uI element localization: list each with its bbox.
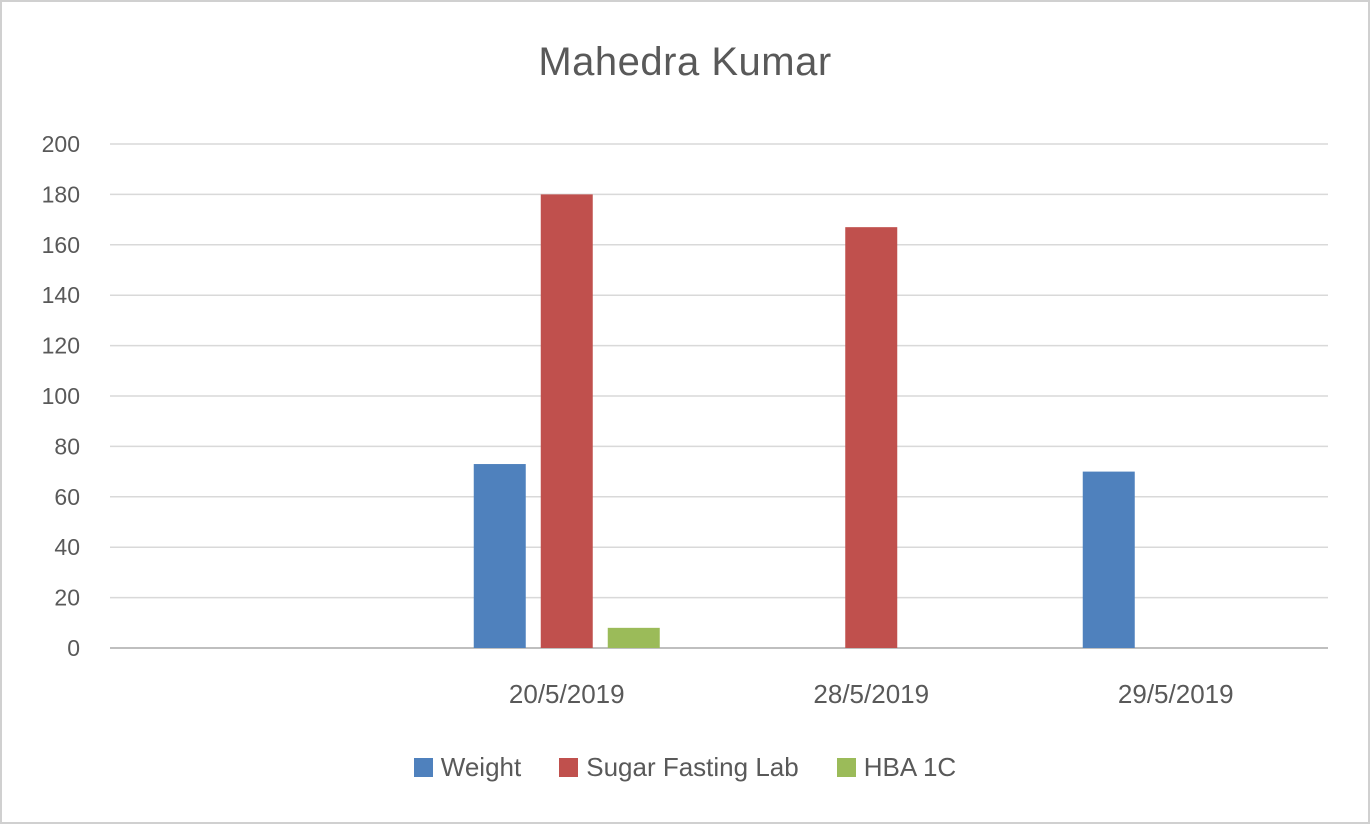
y-tick-label: 180 [42, 181, 80, 207]
gridlines [110, 143, 1328, 649]
x-tick-label: 29/5/2019 [1118, 679, 1234, 709]
bar-weight [473, 464, 526, 648]
y-tick-label: 0 [67, 635, 80, 661]
y-tick-label: 140 [42, 282, 80, 308]
legend: Weight Sugar Fasting Lab HBA 1C [2, 752, 1368, 783]
legend-swatch [413, 758, 433, 777]
legend-label: Weight [440, 752, 522, 782]
y-tick-label: 40 [54, 534, 80, 560]
y-tick-label: 160 [42, 232, 80, 258]
bar-sugar-fasting-lab [845, 227, 898, 648]
legend-item: Sugar Fasting Lab [559, 752, 799, 783]
y-tick-label: 80 [54, 433, 80, 459]
bar-weight [1082, 471, 1135, 648]
y-tick-label: 20 [54, 585, 80, 611]
plot-area: 0 20 40 60 80 100 120 140 160 180 200 20/5/2019 28/… [42, 131, 1328, 709]
legend-label: Sugar Fasting Lab [586, 752, 799, 782]
y-tick-label: 60 [54, 484, 80, 510]
legend-item: HBA 1C [836, 752, 957, 783]
bars [473, 194, 1135, 648]
legend-label: HBA 1C [863, 752, 957, 782]
bar-sugar-fasting-lab [540, 194, 593, 648]
x-tick-label: 20/5/2019 [509, 679, 625, 709]
y-tick-label: 120 [42, 333, 80, 359]
y-tick-label: 200 [42, 131, 80, 157]
x-tick-label: 28/5/2019 [813, 679, 929, 709]
y-tick-label: 100 [42, 383, 80, 409]
y-axis-ticks: 0 20 40 60 80 100 120 140 160 180 200 [42, 131, 80, 661]
x-axis-ticks: 20/5/2019 28/5/2019 29/5/2019 [509, 679, 1234, 709]
legend-item: Weight [413, 752, 522, 783]
chart-title: Mahedra Kumar [538, 40, 832, 84]
bar-hba-1c [607, 627, 660, 648]
legend-swatch [559, 758, 579, 777]
legend-swatch [836, 758, 856, 777]
